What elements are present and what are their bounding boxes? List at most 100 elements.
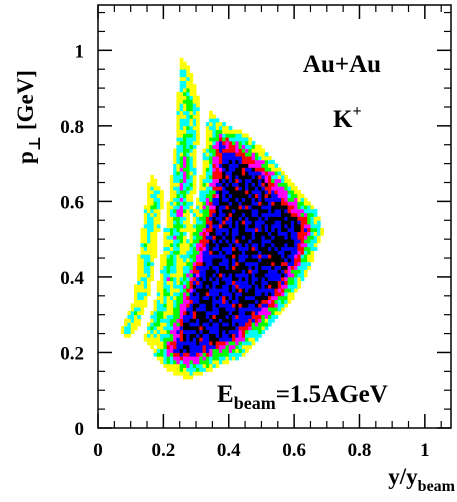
- heatmap-cell: [140, 246, 145, 251]
- heatmap-cell: [202, 235, 207, 240]
- heatmap-cell: [166, 258, 171, 263]
- heatmap-cell: [196, 103, 200, 108]
- heatmap-cell: [179, 186, 184, 191]
- heatmap-cell: [212, 227, 217, 233]
- heatmap-cell: [290, 280, 295, 285]
- heatmap-cell: [199, 205, 203, 210]
- heatmap-cell: [232, 178, 236, 183]
- heatmap-cell: [192, 344, 197, 350]
- heatmap-cell: [192, 148, 197, 153]
- heatmap-cell: [294, 258, 298, 263]
- heatmap-cell: [307, 227, 311, 233]
- heatmap-cell: [261, 303, 266, 308]
- heatmap-cell: [274, 265, 279, 270]
- heatmap-cell: [140, 276, 145, 282]
- heatmap-cell: [238, 190, 243, 195]
- heatmap-cell: [182, 269, 187, 274]
- heatmap-cell: [235, 148, 239, 153]
- heatmap-cell: [251, 227, 256, 233]
- heatmap-cell: [166, 307, 171, 312]
- heatmap-cell: [199, 216, 203, 221]
- heatmap-cell: [261, 163, 266, 168]
- heatmap-cell: [182, 242, 187, 248]
- heatmap-cell: [228, 284, 233, 289]
- heatmap-cell: [150, 190, 154, 195]
- heatmap-cell: [316, 227, 321, 233]
- heatmap-cell: [235, 242, 239, 248]
- heatmap-cell: [202, 314, 207, 319]
- heatmap-cell: [182, 88, 187, 93]
- heatmap-cell: [235, 178, 239, 183]
- heatmap-cell: [182, 326, 187, 331]
- heatmap-cell: [186, 76, 190, 81]
- heatmap-cell: [199, 269, 203, 274]
- heatmap-cell: [238, 341, 243, 346]
- heatmap-cell: [228, 137, 233, 142]
- heatmap-cell: [192, 137, 197, 142]
- heatmap-cell: [284, 299, 288, 304]
- heatmap-cell: [287, 295, 292, 300]
- heatmap-cell: [169, 227, 174, 233]
- heatmap-cell: [225, 212, 230, 217]
- heatmap-cell: [182, 61, 187, 66]
- heatmap-cell: [189, 186, 194, 191]
- heatmap-cell: [209, 140, 213, 146]
- heatmap-cell: [271, 171, 275, 176]
- heatmap-cell: [300, 224, 305, 229]
- heatmap-cell: [215, 356, 220, 361]
- heatmap-cell: [215, 197, 220, 202]
- heatmap-cell: [241, 167, 246, 172]
- heatmap-cell: [228, 235, 233, 240]
- heatmap-cell: [169, 224, 174, 229]
- heatmap-cell: [156, 197, 161, 202]
- heatmap-cell: [150, 193, 154, 199]
- heatmap-cell: [218, 140, 223, 146]
- heatmap-cell: [196, 201, 200, 206]
- heatmap-cell: [160, 197, 164, 202]
- heatmap-cell: [251, 178, 256, 183]
- heatmap-cell: [186, 348, 190, 353]
- heatmap-cell: [205, 333, 210, 338]
- heatmap-cell: [215, 190, 220, 195]
- heatmap-cell: [235, 333, 239, 338]
- heatmap-cell: [284, 224, 288, 229]
- heatmap-cell: [153, 208, 158, 214]
- heatmap-cell: [261, 197, 266, 202]
- heatmap-cell: [169, 246, 174, 251]
- heatmap-cell: [228, 348, 233, 353]
- heatmap-cell: [199, 227, 203, 233]
- heatmap-cell: [251, 337, 256, 342]
- heatmap-cell: [277, 197, 282, 202]
- heatmap-cell: [241, 314, 246, 319]
- heatmap-cell: [232, 186, 236, 191]
- heatmap-cell: [238, 205, 243, 210]
- heatmap-cell: [277, 280, 282, 285]
- heatmap-cell: [297, 242, 302, 248]
- heatmap-cell: [205, 159, 210, 165]
- heatmap-cell: [241, 201, 246, 206]
- heatmap-cell: [222, 276, 226, 282]
- heatmap-cell: [258, 220, 262, 225]
- heatmap-cell: [297, 235, 302, 240]
- heatmap-cell: [218, 212, 223, 217]
- heatmap-cell: [218, 360, 223, 365]
- heatmap-cell: [127, 322, 132, 327]
- heatmap-cell: [176, 167, 181, 172]
- system-label: Au+Au: [303, 51, 381, 78]
- heatmap-cell: [228, 208, 233, 214]
- heatmap-cell: [153, 201, 158, 206]
- heatmap-cell: [199, 201, 203, 206]
- heatmap-cell: [225, 125, 230, 131]
- heatmap-cell: [258, 284, 262, 289]
- heatmap-cell: [176, 310, 181, 316]
- heatmap-cell: [209, 322, 213, 327]
- heatmap-cell: [196, 122, 200, 127]
- heatmap-cell: [254, 314, 259, 319]
- heatmap-cell: [205, 292, 210, 297]
- heatmap-cell: [225, 318, 230, 323]
- heatmap-cell: [218, 235, 223, 240]
- heatmap-cell: [271, 299, 275, 304]
- heatmap-cell: [238, 265, 243, 270]
- heatmap-cell: [212, 341, 217, 346]
- heatmap-cell: [232, 220, 236, 225]
